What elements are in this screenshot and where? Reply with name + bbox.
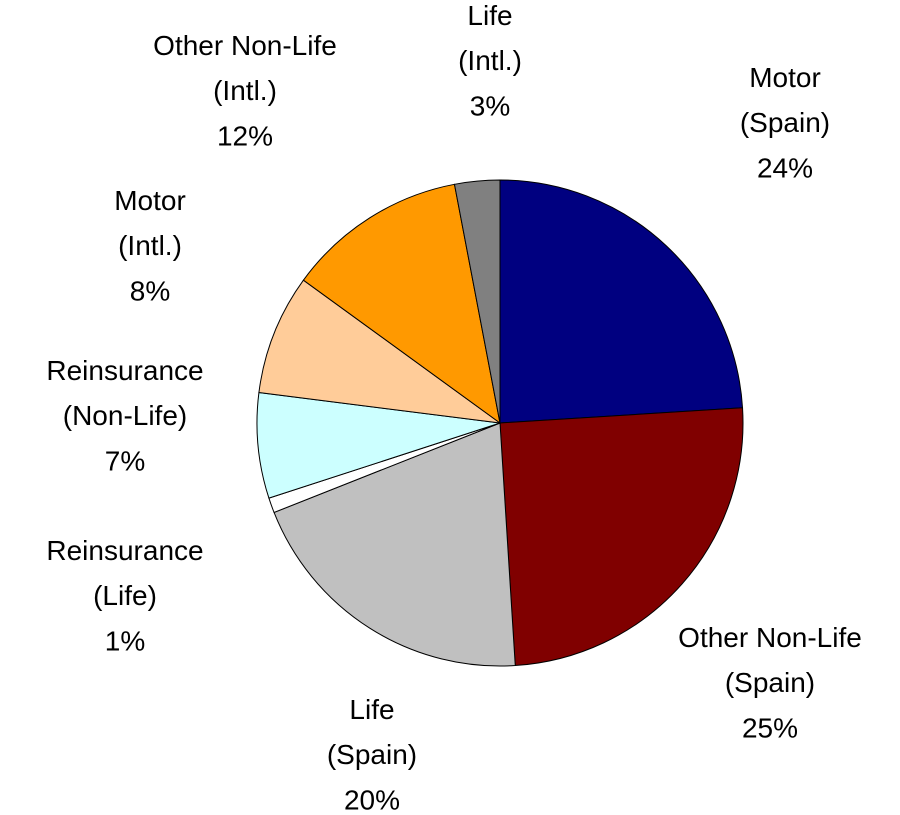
slice-label: Life (Intl.) [458, 0, 522, 76]
slice-label: Motor (Spain) [740, 62, 830, 138]
slice-value-label: 8% [130, 275, 170, 306]
pie-slice [453, 179, 501, 424]
slice-value-label: 24% [757, 152, 813, 183]
slice-label: Reinsurance (Life) [46, 535, 203, 611]
pie-slice [273, 422, 516, 667]
slice-label: Other Non-Life (Intl.) [153, 30, 337, 106]
pie-slice [499, 179, 744, 424]
pie-slice [258, 279, 501, 424]
slice-label: Life (Spain) [327, 694, 417, 770]
pie-slice [499, 407, 744, 667]
slice-value-label: 1% [105, 625, 145, 656]
slice-value-label: 7% [105, 445, 145, 476]
slice-value-label: 12% [217, 120, 273, 151]
pie-slice [256, 391, 501, 499]
pie-slice [302, 183, 501, 425]
slice-value-label: 20% [344, 784, 400, 815]
slice-label: Other Non-Life (Spain) [678, 622, 862, 698]
slice-label: Motor (Intl.) [114, 185, 186, 261]
slice-value-label: 3% [470, 90, 510, 121]
slice-label: Reinsurance (Non-Life) [46, 355, 203, 431]
slice-value-label: 25% [742, 712, 798, 743]
